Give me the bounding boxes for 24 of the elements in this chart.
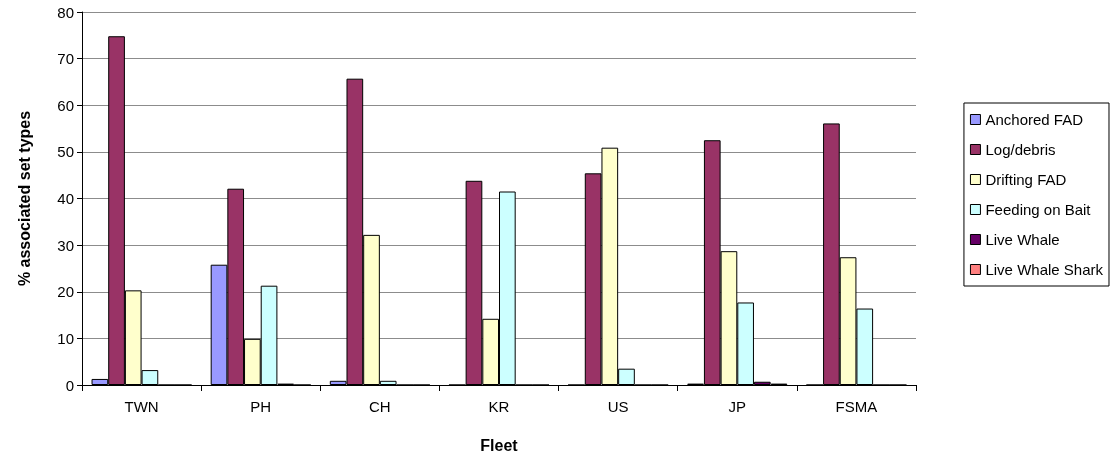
y-tick-label: 20 — [57, 283, 74, 301]
legend-label: Anchored FAD — [985, 111, 1084, 128]
legend-label: Feeding on Bait — [985, 201, 1092, 218]
x-tick-label: JP — [728, 398, 747, 415]
y-tick-label: 70 — [57, 50, 74, 68]
x-tick-label: TWN — [124, 398, 159, 415]
legend-label: Drifting FAD — [985, 171, 1067, 188]
y-tick-label: 10 — [57, 329, 74, 347]
x-tick-label: PH — [250, 398, 272, 415]
x-tick-label: KR — [488, 398, 510, 415]
x-tick-label: FSMA — [835, 398, 878, 415]
legend-label: Log/debris — [985, 141, 1056, 158]
x-tick-label: CH — [369, 398, 391, 415]
legend-label: Live Whale Shark — [985, 261, 1104, 278]
x-axis-title: Fleet — [480, 436, 519, 454]
y-tick-label: 50 — [57, 143, 74, 161]
y-tick-label: 80 — [57, 3, 74, 21]
y-tick-label: 60 — [57, 96, 74, 114]
y-tick-label: 0 — [65, 376, 74, 394]
legend-label: Live Whale — [985, 231, 1060, 248]
y-tick-label: 30 — [57, 236, 74, 254]
y-tick-label: 40 — [57, 190, 74, 207]
x-tick-label: US — [607, 398, 629, 415]
y-axis-title: % associated set types — [15, 110, 33, 287]
